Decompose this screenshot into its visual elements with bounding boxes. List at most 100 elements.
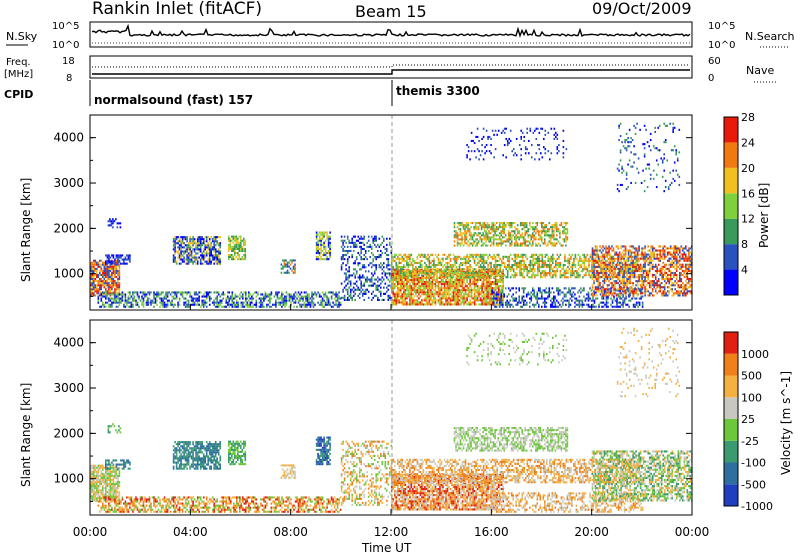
power-cell — [260, 299, 262, 302]
power-cell — [455, 255, 458, 258]
power-cell — [562, 226, 564, 229]
power-cell — [183, 246, 185, 249]
power-cell — [114, 269, 116, 272]
power-cell — [448, 272, 450, 275]
power-cell — [640, 255, 643, 258]
power-cell — [422, 270, 425, 273]
power-cell — [160, 297, 163, 300]
power-cell — [358, 296, 361, 299]
power-cell — [392, 291, 395, 294]
power-cell — [232, 256, 235, 259]
power-cell — [211, 301, 214, 304]
power-cell — [201, 244, 203, 247]
power-cell — [186, 258, 188, 261]
power-cell — [562, 274, 565, 277]
power-cell — [434, 272, 437, 275]
power-cell — [484, 293, 486, 296]
power-cell — [530, 234, 533, 237]
power-cell — [132, 297, 134, 300]
power-cell — [482, 224, 484, 227]
power-cell — [503, 230, 505, 233]
power-cell — [529, 264, 532, 267]
power-cell — [392, 272, 395, 275]
power-cell — [285, 295, 288, 298]
power-cell — [524, 222, 526, 225]
power-cell — [406, 283, 408, 286]
power-cell — [589, 274, 592, 277]
power-cell — [521, 224, 523, 227]
power-cell — [488, 270, 491, 273]
power-cell — [178, 303, 181, 306]
power-cell — [521, 242, 523, 245]
power-cell — [210, 254, 212, 257]
power-cell — [498, 226, 501, 229]
power-cell — [553, 301, 555, 304]
power-cell — [244, 247, 247, 250]
power-cell — [360, 268, 362, 271]
power-cell — [473, 285, 476, 288]
power-cell — [108, 282, 110, 285]
power-cell — [117, 292, 119, 295]
power-cell — [213, 291, 215, 294]
power-cell — [434, 270, 437, 273]
power-cell — [147, 291, 149, 294]
power-cell — [205, 305, 208, 308]
power-cell — [410, 278, 413, 281]
power-cell — [514, 253, 516, 256]
power-cell — [434, 301, 437, 304]
power-cell — [491, 289, 493, 292]
power-cell — [583, 266, 586, 269]
power-cell — [496, 259, 498, 262]
power-cell — [568, 303, 570, 306]
power-cell — [499, 266, 501, 269]
power-cell — [606, 255, 608, 258]
power-cell — [471, 236, 474, 239]
power-cell — [363, 254, 365, 257]
power-cell — [142, 293, 145, 296]
power-cell — [245, 295, 247, 298]
power-cell — [235, 235, 238, 238]
power-cell — [544, 238, 546, 241]
power-cell — [156, 303, 158, 306]
power-cell — [425, 264, 428, 267]
power-cell — [437, 276, 440, 279]
power-cell — [394, 255, 396, 258]
power-cell — [115, 299, 118, 302]
power-cell — [235, 252, 238, 255]
power-cell — [367, 264, 370, 267]
power-cell — [535, 236, 537, 239]
power-cell — [387, 268, 390, 271]
power-cell — [440, 261, 443, 264]
power-cell — [403, 272, 405, 275]
power-cell — [249, 293, 252, 296]
power-cell — [424, 261, 426, 264]
power-cell — [421, 291, 423, 294]
power-cell — [446, 274, 449, 277]
power-cell — [111, 297, 113, 300]
power-cell — [389, 243, 391, 246]
power-cell — [234, 297, 237, 300]
power-cell — [309, 303, 312, 306]
power-cell — [554, 242, 557, 245]
power-cell — [263, 305, 265, 308]
power-cell — [553, 257, 556, 260]
power-cell — [381, 235, 384, 238]
power-cell — [346, 278, 349, 281]
power-cell — [580, 257, 583, 260]
power-cell — [412, 303, 414, 306]
power-cell — [355, 245, 358, 248]
power-cell — [631, 268, 634, 271]
power-cell — [132, 303, 134, 306]
power-cell — [544, 305, 546, 308]
power-cell — [521, 236, 523, 239]
power-cell — [449, 281, 452, 284]
power-cell — [469, 274, 471, 277]
power-cell — [406, 259, 408, 262]
power-cell — [318, 254, 321, 257]
power-cell — [481, 283, 483, 286]
power-cell — [507, 303, 510, 306]
power-cell — [543, 272, 545, 275]
power-cell — [508, 259, 510, 262]
power-cell — [370, 245, 373, 248]
